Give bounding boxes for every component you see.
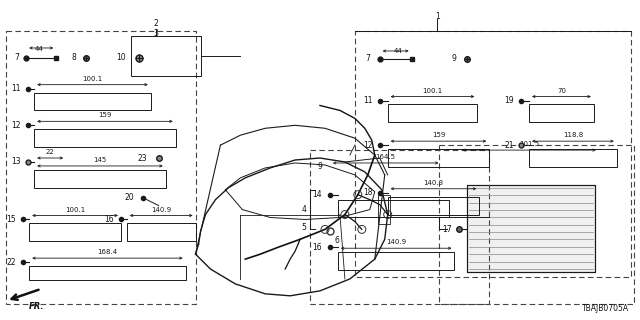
Text: 159: 159 — [99, 112, 111, 118]
Bar — [388, 149, 489, 167]
Bar — [127, 223, 196, 241]
Text: 13: 13 — [12, 157, 21, 166]
Text: 7: 7 — [14, 53, 19, 62]
Text: 1: 1 — [435, 12, 440, 21]
Bar — [29, 266, 186, 280]
Text: 22: 22 — [46, 149, 54, 155]
Bar — [529, 105, 594, 122]
Text: 22: 22 — [6, 258, 16, 267]
Text: 12: 12 — [363, 140, 372, 150]
Text: 70: 70 — [557, 88, 566, 93]
Bar — [467, 185, 595, 272]
Text: 118.8: 118.8 — [563, 132, 583, 138]
Text: 145: 145 — [93, 157, 107, 163]
Text: 100.1: 100.1 — [422, 88, 443, 93]
Text: 7: 7 — [365, 54, 370, 63]
Text: 23: 23 — [138, 154, 148, 163]
Bar — [467, 185, 595, 272]
Text: 16: 16 — [104, 215, 114, 224]
Text: 17: 17 — [443, 225, 452, 234]
Bar — [131, 36, 200, 76]
Bar — [310, 150, 489, 304]
Text: 19: 19 — [504, 96, 514, 105]
Text: 100.1: 100.1 — [83, 76, 102, 82]
Text: TBAJB0705A: TBAJB0705A — [582, 304, 628, 313]
Bar — [6, 31, 196, 304]
Text: 168.4: 168.4 — [97, 249, 118, 255]
Text: 140.3: 140.3 — [424, 180, 444, 186]
Text: 9: 9 — [452, 54, 457, 63]
Text: 9: 9 — [317, 163, 323, 172]
Text: 6: 6 — [335, 236, 340, 245]
Text: 18: 18 — [363, 188, 372, 197]
Text: 21: 21 — [504, 140, 514, 150]
Text: 2: 2 — [154, 19, 158, 28]
Bar — [355, 31, 630, 277]
Text: 8: 8 — [72, 53, 76, 62]
Text: 15: 15 — [6, 215, 16, 224]
Text: 10: 10 — [116, 53, 125, 62]
Bar — [35, 92, 151, 110]
Bar — [529, 149, 617, 167]
Bar — [338, 200, 449, 218]
Text: 14: 14 — [312, 190, 322, 199]
Bar — [35, 129, 175, 147]
Text: 159: 159 — [432, 132, 445, 138]
Text: 12: 12 — [12, 121, 21, 130]
Text: 20: 20 — [124, 193, 134, 202]
Bar — [338, 252, 454, 270]
Text: 16: 16 — [312, 243, 322, 252]
Text: 11: 11 — [363, 96, 372, 105]
Bar — [388, 197, 479, 214]
Bar — [378, 195, 390, 224]
Bar — [440, 145, 634, 304]
Text: 100.1: 100.1 — [65, 206, 85, 212]
Bar — [35, 170, 166, 188]
Text: FR.: FR. — [29, 302, 45, 311]
Text: 3: 3 — [153, 28, 158, 38]
Text: 4: 4 — [301, 205, 306, 214]
Text: 164.5: 164.5 — [376, 154, 396, 160]
Bar — [29, 223, 121, 241]
Bar — [388, 105, 477, 122]
Text: 140.9: 140.9 — [151, 206, 172, 212]
Text: 101.5: 101.5 — [519, 141, 539, 147]
Text: 5: 5 — [301, 223, 306, 232]
Text: 140.9: 140.9 — [386, 239, 406, 245]
Text: 44: 44 — [394, 48, 402, 54]
Text: 11: 11 — [12, 84, 21, 93]
Text: 44: 44 — [35, 46, 44, 52]
